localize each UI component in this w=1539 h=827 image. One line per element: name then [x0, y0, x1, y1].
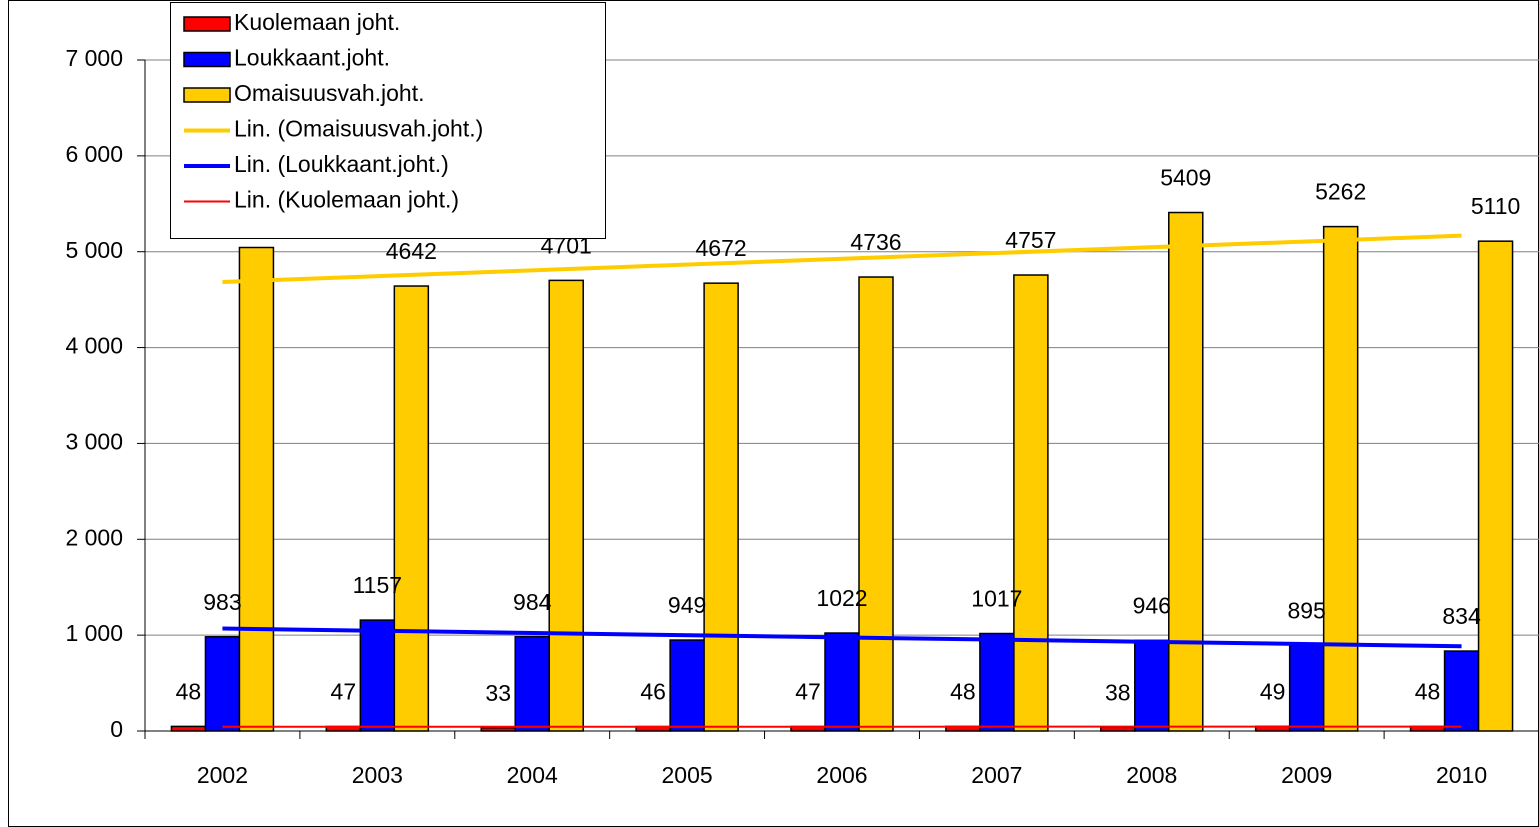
x-tick-label: 2010	[1436, 762, 1487, 788]
y-tick-label: 2 000	[65, 524, 123, 550]
value-label: 47	[795, 679, 821, 705]
value-label: 4642	[386, 238, 437, 264]
legend-swatch	[183, 16, 231, 32]
value-label: 46	[640, 679, 666, 705]
value-label: 983	[203, 589, 241, 615]
bar	[170, 725, 207, 732]
legend-label: Lin. (Loukkaant.joht.)	[234, 151, 449, 177]
value-label: 48	[950, 678, 976, 704]
x-tick-label: 2002	[197, 762, 248, 788]
bar	[204, 636, 241, 732]
value-label: 47	[331, 679, 357, 705]
value-label: 48	[1415, 678, 1441, 704]
value-label: 1157	[353, 572, 402, 598]
bar	[1443, 650, 1480, 732]
value-label: 4757	[1005, 227, 1056, 253]
value-label: 1022	[816, 585, 867, 611]
x-tick-label: 2006	[816, 762, 867, 788]
y-tick-label: 7 000	[65, 45, 123, 71]
value-label: 5409	[1160, 165, 1211, 191]
y-tick-label: 4 000	[65, 333, 123, 359]
x-tick-label: 2004	[507, 762, 558, 788]
y-tick-label: 6 000	[65, 141, 123, 167]
bar	[1477, 240, 1514, 732]
bar	[1100, 726, 1136, 732]
value-label: 5110	[1471, 193, 1520, 219]
bar	[824, 632, 860, 732]
bar	[238, 246, 275, 732]
bar	[979, 632, 1015, 732]
bar	[1322, 225, 1359, 732]
x-tick-label: 2007	[971, 762, 1022, 788]
y-tick-label: 0	[110, 716, 123, 742]
value-label: 38	[1105, 679, 1131, 705]
legend-label: Kuolemaan joht.	[234, 9, 400, 35]
value-label: 946	[1133, 592, 1171, 618]
bar	[669, 639, 705, 732]
x-tick-label: 2009	[1281, 762, 1332, 788]
trendline	[222, 233, 1462, 284]
legend-label: Lin. (Kuolemaan joht.)	[234, 187, 459, 213]
legend-label: Omaisuusvah.joht.	[234, 80, 424, 106]
bar	[514, 635, 550, 732]
y-tick-label: 1 000	[65, 620, 123, 646]
y-tick-label: 5 000	[65, 237, 123, 263]
value-label: 33	[485, 680, 511, 706]
value-label: 4672	[696, 235, 747, 261]
bar	[359, 619, 396, 732]
value-label: 4736	[850, 229, 901, 255]
value-label: 949	[668, 592, 706, 618]
bar	[393, 285, 430, 732]
bar	[1168, 211, 1204, 732]
bar	[1134, 639, 1170, 732]
value-label: 895	[1287, 597, 1325, 623]
bar	[703, 282, 739, 732]
value-label: 49	[1260, 678, 1286, 704]
legend-label: Lin. (Omaisuusvah.joht.)	[234, 116, 483, 142]
x-tick-label: 2005	[662, 762, 713, 788]
value-label: 834	[1442, 603, 1481, 629]
legend-box	[170, 2, 606, 239]
bar	[1288, 644, 1325, 732]
value-label: 48	[176, 678, 202, 704]
bar	[858, 276, 894, 732]
value-label: 5262	[1315, 179, 1366, 205]
bar	[480, 727, 516, 732]
bar	[1013, 274, 1049, 732]
value-label: 984	[513, 589, 552, 615]
trendline	[222, 626, 1462, 649]
value-label: 1017	[971, 586, 1022, 612]
legend-swatch	[183, 51, 231, 68]
x-tick-label: 2003	[352, 762, 403, 788]
legend-swatch	[183, 87, 231, 103]
legend-label: Loukkaant.joht.	[234, 45, 390, 71]
bar	[548, 279, 584, 732]
y-tick-label: 3 000	[65, 429, 123, 455]
x-tick-label: 2008	[1126, 762, 1177, 788]
